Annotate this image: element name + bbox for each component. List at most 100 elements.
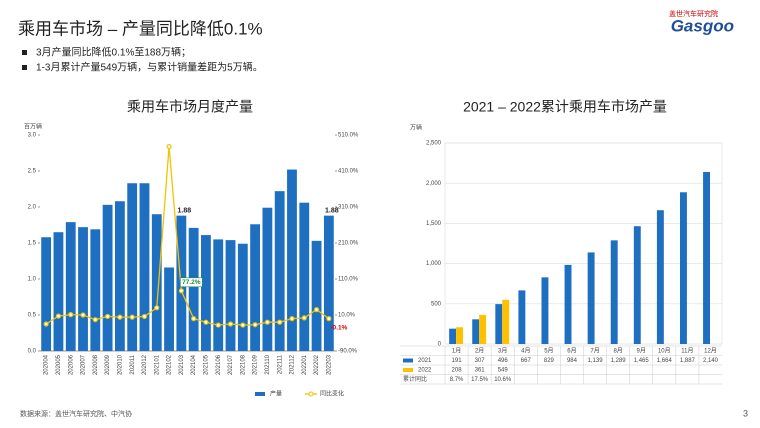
bar <box>564 264 572 344</box>
logo: Gasgoo <box>671 16 734 35</box>
x-tick-label: 10月 <box>658 348 671 355</box>
x-tick-label: 1月 <box>452 348 461 355</box>
table-value: 1,664 <box>657 358 673 364</box>
y-tick-label: 2,000 <box>426 181 442 187</box>
bar <box>151 214 162 351</box>
x-tick-label: 7月 <box>590 348 599 355</box>
bar <box>65 222 76 351</box>
bar <box>518 290 526 344</box>
x-tick-label: 202011 <box>130 354 136 374</box>
line-point <box>92 317 98 323</box>
legend-swatch <box>255 392 265 396</box>
line-point <box>68 312 74 318</box>
chart-title: 乘用车市场月度产量 <box>127 99 253 115</box>
x-tick-label: 202202 <box>314 354 320 375</box>
x-tick-label: 8月 <box>613 348 622 355</box>
x-tick-label: 202108 <box>240 354 246 375</box>
bar <box>102 204 113 351</box>
bar <box>201 235 211 351</box>
y2-tick-label: 410.0% <box>338 169 359 175</box>
x-tick-label: 202201 <box>302 354 308 375</box>
line-point <box>141 313 148 320</box>
x-tick-label: 202105 <box>204 354 210 375</box>
x-tick-label: 202006 <box>68 354 74 375</box>
bar <box>53 232 64 351</box>
bar <box>287 169 297 351</box>
data-label: -0.1% <box>330 324 347 331</box>
bar <box>78 227 88 351</box>
x-tick-label: 202009 <box>105 354 111 375</box>
bar <box>456 327 464 344</box>
line-point <box>252 322 258 328</box>
legend-label: 2022 <box>418 368 432 374</box>
bar <box>213 239 224 351</box>
bar <box>449 328 457 344</box>
bar <box>41 237 52 351</box>
bar <box>225 240 236 351</box>
line-point <box>215 322 221 328</box>
x-tick-label: 202106 <box>216 354 222 375</box>
bar <box>237 243 248 351</box>
table-value: 361 <box>475 368 486 374</box>
y-tick-label: 2,500 <box>426 141 442 147</box>
x-tick-label: 202004 <box>44 354 50 375</box>
y-tick-label: 1,500 <box>426 221 442 227</box>
line-point <box>55 313 62 319</box>
bar <box>656 210 664 344</box>
x-tick-label: 202007 <box>81 354 87 375</box>
legend-label: 产量 <box>270 390 282 398</box>
x-tick-label: 202112 <box>290 354 296 374</box>
table-value: 307 <box>475 358 486 364</box>
bar <box>703 171 710 344</box>
legend-swatch <box>308 391 314 397</box>
line-point <box>227 321 234 327</box>
y-tick-label: 2.0 <box>28 205 37 211</box>
legend-label: 2021 <box>418 358 432 364</box>
bar <box>495 304 503 344</box>
y2-tick-label: 510.0% <box>338 133 359 139</box>
table-value: 667 <box>521 358 532 364</box>
bar <box>262 207 273 351</box>
bar <box>479 314 487 344</box>
x-tick-label: 5月 <box>544 348 553 355</box>
label-box <box>180 277 203 288</box>
bar <box>679 192 687 344</box>
y-axis-label: 百万辆 <box>24 123 42 131</box>
legend-label: 同比变化 <box>320 390 344 398</box>
line-point <box>264 319 270 325</box>
line-point <box>191 316 197 322</box>
bar <box>502 299 510 344</box>
line-point <box>154 305 160 311</box>
bullet: 1-3月累计产量549万辆，与累计销量差距为5万辆。 <box>36 61 263 74</box>
x-tick-label: 202107 <box>228 354 234 375</box>
x-tick-label: 202008 <box>93 354 99 375</box>
x-tick-label: 202102 <box>167 354 173 375</box>
line-point <box>313 307 320 313</box>
bar <box>90 229 101 351</box>
y-tick-label: 0 <box>438 342 442 348</box>
y2-tick-label: -90.0% <box>338 349 358 355</box>
x-tick-label: 202110 <box>265 354 271 374</box>
bar <box>633 226 641 344</box>
line-point <box>166 143 172 150</box>
y-tick-label: 0.5 <box>28 313 37 319</box>
y-tick-label: 0.0 <box>28 349 37 355</box>
logo-subtitle: 盖世汽车研究院 <box>669 9 718 18</box>
line-point <box>277 319 283 325</box>
line-point <box>117 314 123 320</box>
y-axis-label: 万辆 <box>410 124 422 132</box>
table-value: 496 <box>498 358 509 364</box>
table-value: 1,139 <box>588 358 604 364</box>
bullet-icon <box>22 50 27 55</box>
bar <box>114 201 125 351</box>
table-value: 208 <box>452 368 463 374</box>
table-value: 1,289 <box>611 358 627 364</box>
x-tick-label: 11月 <box>681 348 693 355</box>
x-tick-label: 202103 <box>179 354 185 375</box>
bar <box>139 183 150 351</box>
table-value: 984 <box>567 358 578 364</box>
bar <box>188 227 199 351</box>
table-value: 17.5% <box>471 377 489 383</box>
line-point <box>178 288 184 294</box>
x-tick-label: 202012 <box>142 354 148 375</box>
